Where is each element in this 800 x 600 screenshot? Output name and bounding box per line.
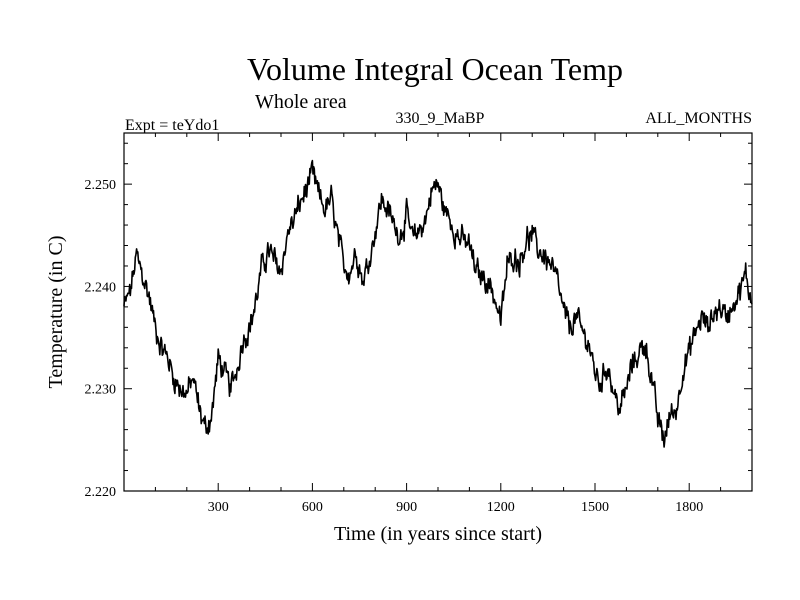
x-tick-label: 1500 bbox=[581, 500, 609, 515]
y-tick-label: 2.230 bbox=[85, 383, 117, 398]
x-tick-label: 600 bbox=[302, 500, 323, 515]
x-tick-label: 1800 bbox=[675, 500, 703, 515]
series-line bbox=[123, 159, 753, 448]
x-tick-label: 300 bbox=[208, 500, 229, 515]
chart-subtitle: Whole area bbox=[255, 91, 347, 113]
y-tick-label: 2.240 bbox=[85, 280, 117, 295]
x-tick-label: 1200 bbox=[487, 500, 515, 515]
header-right: ALL_MONTHS bbox=[645, 110, 752, 127]
y-tick-label: 2.250 bbox=[85, 178, 117, 193]
x-axis-label: Time (in years since start) bbox=[334, 523, 542, 545]
y-tick-label: 2.220 bbox=[85, 485, 117, 500]
y-axis-label: Temperature (in C) bbox=[45, 236, 67, 389]
header-left: Expt = teYdo1 bbox=[125, 117, 219, 134]
x-tick-label: 900 bbox=[396, 500, 417, 515]
plot-frame bbox=[123, 132, 753, 492]
chart-title: Volume Integral Ocean Temp bbox=[247, 51, 623, 87]
plot-marks: 300 600 900 1200 1500 1800 2.220 2.230 2.240 2.25… bbox=[85, 133, 753, 515]
header-center: 330_9_MaBP bbox=[396, 110, 485, 127]
